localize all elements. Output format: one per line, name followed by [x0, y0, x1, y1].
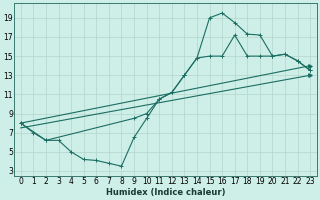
X-axis label: Humidex (Indice chaleur): Humidex (Indice chaleur) [106, 188, 225, 197]
